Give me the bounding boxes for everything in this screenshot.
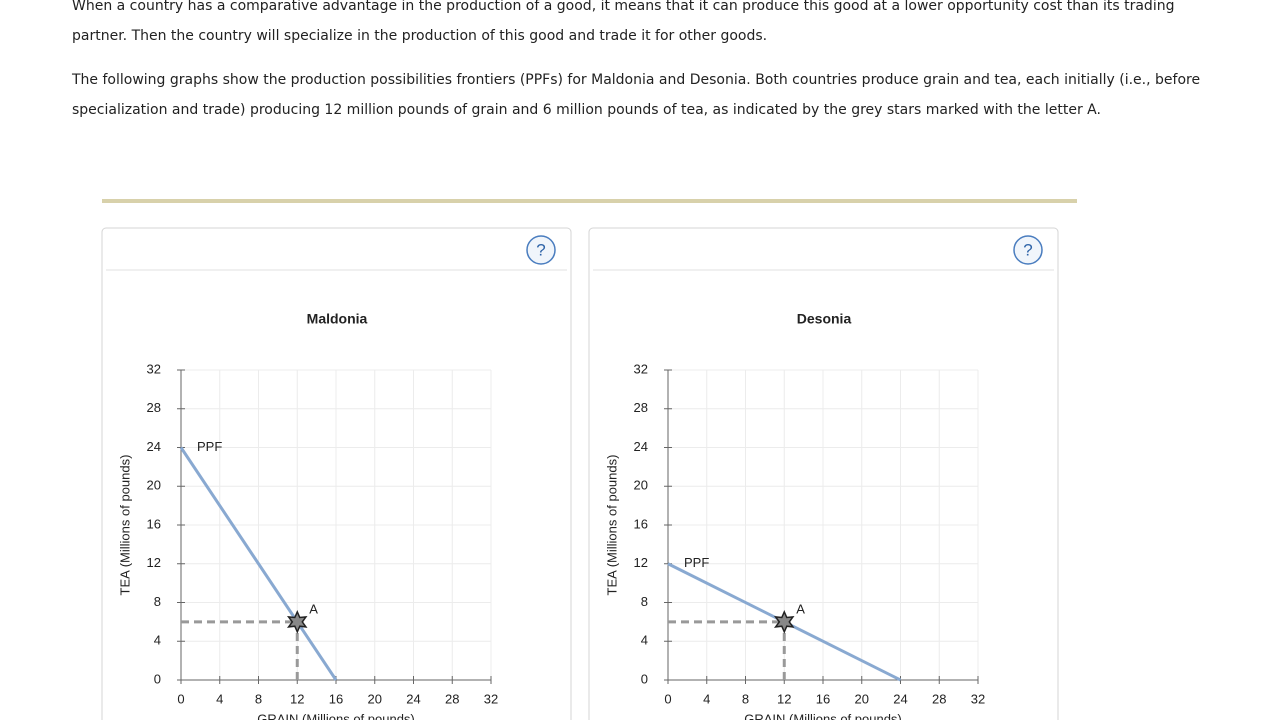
y-tick-label: 12 (147, 555, 161, 570)
paragraph: The following graphs show the production… (72, 72, 1201, 118)
x-tick-label: 32 (484, 691, 498, 706)
point-label: A (309, 601, 318, 616)
x-tick-label: 24 (406, 691, 420, 706)
y-tick-label: 12 (634, 555, 648, 570)
x-tick-label: 4 (216, 691, 223, 706)
series-label: PPF (684, 555, 709, 570)
help-icon[interactable]: ? (1023, 240, 1032, 259)
chart-title: Maldonia (307, 311, 368, 327)
help-button[interactable] (526, 235, 556, 265)
help-button[interactable] (1013, 235, 1043, 265)
chart-title: Desonia (797, 311, 852, 327)
point-star (773, 610, 795, 634)
x-tick-label: 16 (329, 691, 343, 706)
ppf-line (179, 446, 338, 681)
x-tick-label: 28 (445, 691, 459, 706)
y-tick-label: 32 (147, 361, 161, 376)
x-tick-label: 8 (742, 691, 749, 706)
x-axis-label: GRAIN (Millions of pounds) (257, 711, 415, 720)
y-tick-label: 0 (641, 671, 648, 686)
x-tick-label: 20 (855, 691, 869, 706)
y-tick-label: 4 (154, 633, 161, 648)
x-tick-label: 8 (255, 691, 262, 706)
x-tick-label: 0 (177, 691, 184, 706)
y-tick-label: 16 (634, 516, 648, 531)
x-tick-label: 20 (368, 691, 382, 706)
paragraph: When a country has a comparative advanta… (72, 0, 1175, 44)
y-tick-label: 16 (147, 516, 161, 531)
y-tick-label: 28 (634, 400, 648, 415)
y-tick-label: 8 (154, 594, 161, 609)
point-star (286, 610, 308, 634)
x-tick-label: 28 (932, 691, 946, 706)
y-tick-label: 32 (634, 361, 648, 376)
y-axis-label: TEA (Millions of pounds) (604, 455, 619, 596)
y-tick-label: 24 (634, 439, 648, 454)
series-label: PPF (197, 439, 222, 454)
x-tick-label: 12 (290, 691, 304, 706)
y-tick-label: 20 (147, 478, 161, 493)
x-axis-label: GRAIN (Millions of pounds) (744, 711, 902, 720)
y-tick-label: 28 (147, 400, 161, 415)
y-tick-label: 20 (634, 478, 648, 493)
x-tick-label: 32 (971, 691, 985, 706)
y-tick-label: 8 (641, 594, 648, 609)
x-tick-label: 16 (816, 691, 830, 706)
y-tick-label: 0 (154, 671, 161, 686)
y-tick-label: 4 (641, 633, 648, 648)
x-tick-label: 12 (777, 691, 791, 706)
point-label: A (796, 601, 805, 616)
help-icon[interactable]: ? (536, 240, 545, 259)
y-axis-label: TEA (Millions of pounds) (117, 455, 132, 596)
y-tick-label: 24 (147, 439, 161, 454)
x-tick-label: 24 (893, 691, 907, 706)
x-tick-label: 4 (703, 691, 710, 706)
x-tick-label: 0 (664, 691, 671, 706)
